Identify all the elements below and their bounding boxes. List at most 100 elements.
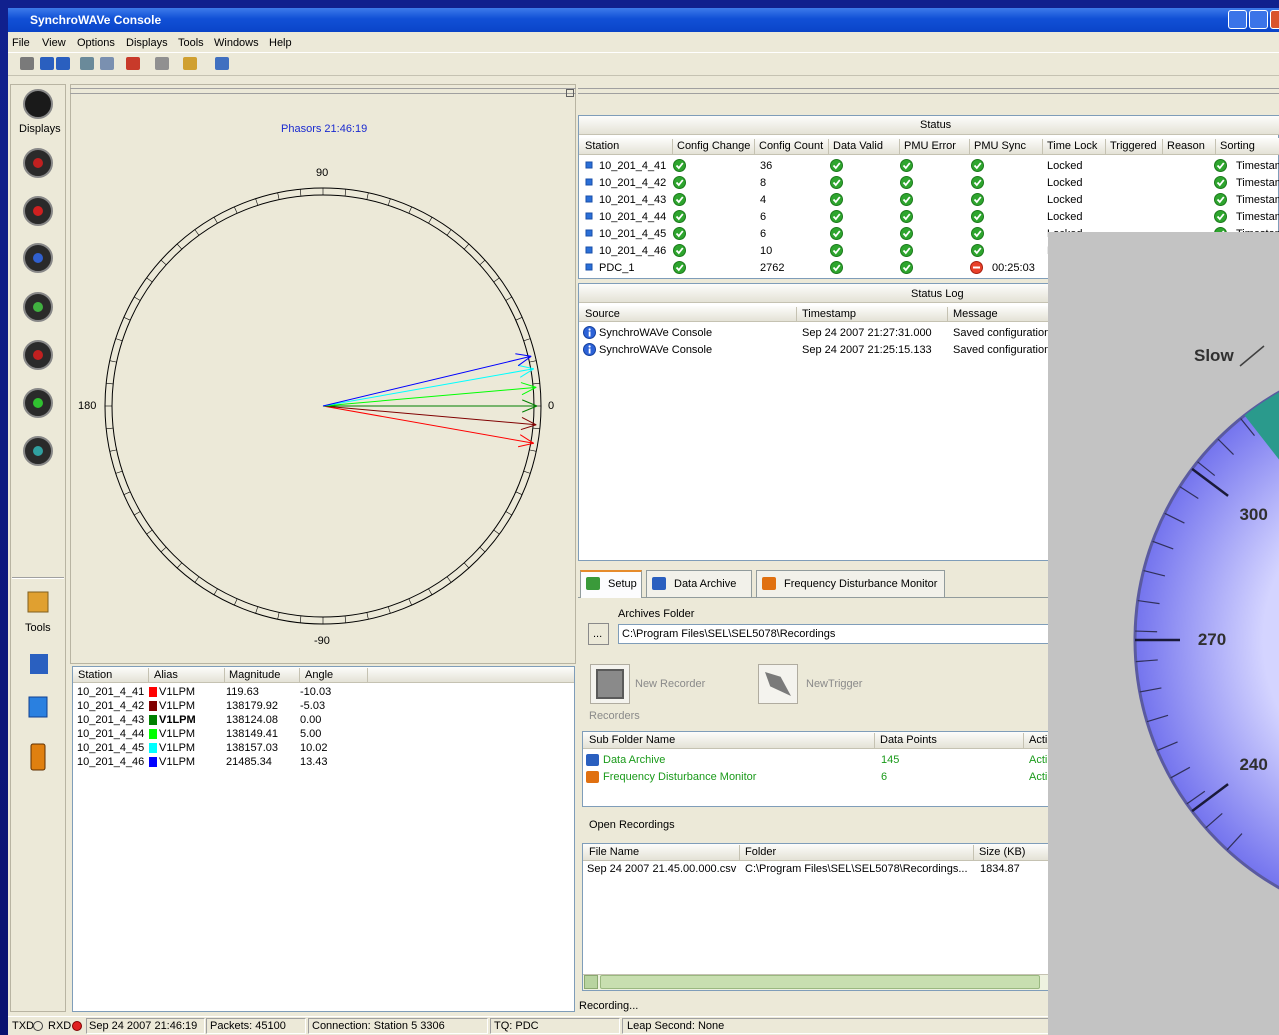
column-header[interactable]: PMU Sync: [974, 139, 1026, 153]
icon-circle: [1215, 177, 1227, 189]
toolbar-button[interactable]: [40, 57, 54, 70]
tab-label[interactable]: Frequency Disturbance Monitor: [784, 577, 937, 591]
menu-item[interactable]: File: [12, 36, 30, 50]
phasor-ring-tick: [464, 244, 469, 249]
phasor-ring-tick: [195, 230, 199, 236]
check-icon: [971, 210, 984, 223]
phasor-arrowhead: [522, 406, 537, 412]
check-icon: [971, 176, 984, 189]
toolbar-button[interactable]: [126, 57, 140, 70]
icon-circle: [831, 177, 843, 189]
phasor-table: [72, 666, 575, 1012]
toolbar-button[interactable]: [183, 57, 197, 70]
column-header[interactable]: Alias: [154, 668, 178, 682]
check-icon: [830, 210, 843, 223]
recorder-action[interactable]: Acti: [1029, 770, 1047, 784]
column-header[interactable]: Size (KB): [979, 845, 1025, 859]
phasor-ring-tick: [300, 616, 301, 623]
screen: SynchroWAVe Console FileViewOptionsDispl…: [0, 0, 1279, 1035]
toolbar-button[interactable]: [215, 57, 229, 70]
column-header[interactable]: Sub Folder Name: [589, 733, 675, 747]
toolbar-button[interactable]: [100, 57, 114, 70]
icon-dot: [589, 345, 591, 347]
phasor-ring-tick: [134, 297, 140, 301]
close-pane[interactable]: [566, 89, 574, 97]
file-name[interactable]: Sep 24 2007 21.45.00.000.csv: [587, 862, 736, 876]
check-icon: [971, 193, 984, 206]
scroll-thumb[interactable]: [600, 975, 1040, 989]
station-icon: [584, 227, 597, 240]
icon-circle: [674, 194, 686, 206]
check-icon: [673, 193, 686, 206]
browse-label[interactable]: ...: [593, 627, 602, 641]
display-glyph: [33, 350, 43, 360]
column-header[interactable]: Station: [585, 139, 619, 153]
field-label: Archives Folder: [618, 607, 694, 621]
icon-circle: [831, 160, 843, 172]
icon-square: [586, 162, 592, 168]
toolbar-button[interactable]: [155, 57, 169, 70]
menu-item[interactable]: Windows: [214, 36, 259, 50]
icon-dot: [589, 328, 591, 330]
column-divider: [874, 733, 875, 748]
column-header[interactable]: File Name: [589, 845, 639, 859]
column-header[interactable]: Time Lock: [1047, 139, 1097, 153]
column-header[interactable]: Triggered: [1110, 139, 1157, 153]
txd-light: [34, 1022, 43, 1031]
phasor-ring-tick: [195, 577, 199, 583]
folder-path: C:\Program Files\SEL\SEL5078\Recordings: [622, 627, 835, 641]
window-button[interactable]: [1228, 10, 1247, 29]
menu-item[interactable]: Help: [269, 36, 292, 50]
column-divider: [1105, 139, 1106, 154]
menu-item[interactable]: View: [42, 36, 66, 50]
column-header[interactable]: Source: [585, 307, 620, 321]
recorder-action[interactable]: Acti: [1029, 753, 1047, 767]
toolbar-button[interactable]: [56, 57, 70, 70]
recorder-icon: [586, 771, 599, 783]
alias-swatch: [149, 687, 157, 697]
toolbar-button[interactable]: [80, 57, 94, 70]
tab-icon: [586, 577, 600, 590]
column-header[interactable]: Data Points: [880, 733, 937, 747]
magnitude-cell: 21485.34: [226, 755, 272, 769]
phasor-ring-tick: [116, 339, 123, 341]
column-divider: [899, 139, 900, 154]
column-header[interactable]: Station: [78, 668, 112, 682]
file-size: 1834.87: [980, 862, 1020, 876]
column-header[interactable]: Magnitude: [229, 668, 280, 682]
column-header[interactable]: Message: [953, 307, 998, 321]
display-glyph: [33, 158, 43, 168]
phasor-ring-tick: [234, 599, 237, 605]
toolbar-button[interactable]: [20, 57, 34, 70]
icon-circle: [901, 245, 913, 257]
column-header[interactable]: Sorting: [1220, 139, 1255, 153]
window-button[interactable]: [1249, 10, 1268, 29]
column-header[interactable]: Angle: [305, 668, 333, 682]
column-header[interactable]: Config Change: [677, 139, 750, 153]
tab-icon: [652, 577, 666, 590]
column-header[interactable]: Reason: [1167, 139, 1205, 153]
column-header[interactable]: Timestamp: [802, 307, 856, 321]
menu-item[interactable]: Tools: [178, 36, 204, 50]
tab-label[interactable]: Setup: [608, 577, 637, 591]
menu-item[interactable]: Options: [77, 36, 115, 50]
column-header[interactable]: Config Count: [759, 139, 823, 153]
tab-label[interactable]: Data Archive: [674, 577, 736, 591]
menu-item[interactable]: Displays: [126, 36, 168, 50]
recorder-name[interactable]: Data Archive: [603, 753, 665, 767]
check-icon: [673, 261, 686, 274]
alias-cell: V1LPM: [159, 741, 195, 755]
splitter: [70, 88, 576, 94]
column-header[interactable]: Acti: [1029, 733, 1047, 747]
phasor-arrowhead: [518, 365, 534, 368]
phasor-ring-tick: [480, 547, 485, 552]
phasor-ring-tick: [480, 260, 485, 265]
column-header[interactable]: Folder: [745, 845, 776, 859]
column-header[interactable]: Data Valid: [833, 139, 883, 153]
recorder-name[interactable]: Frequency Disturbance Monitor: [603, 770, 756, 784]
column-header[interactable]: PMU Error: [904, 139, 956, 153]
tool-button: [30, 654, 48, 674]
window-button[interactable]: [1270, 10, 1279, 29]
scroll-left[interactable]: [584, 975, 598, 989]
tools-icon: [28, 592, 48, 612]
